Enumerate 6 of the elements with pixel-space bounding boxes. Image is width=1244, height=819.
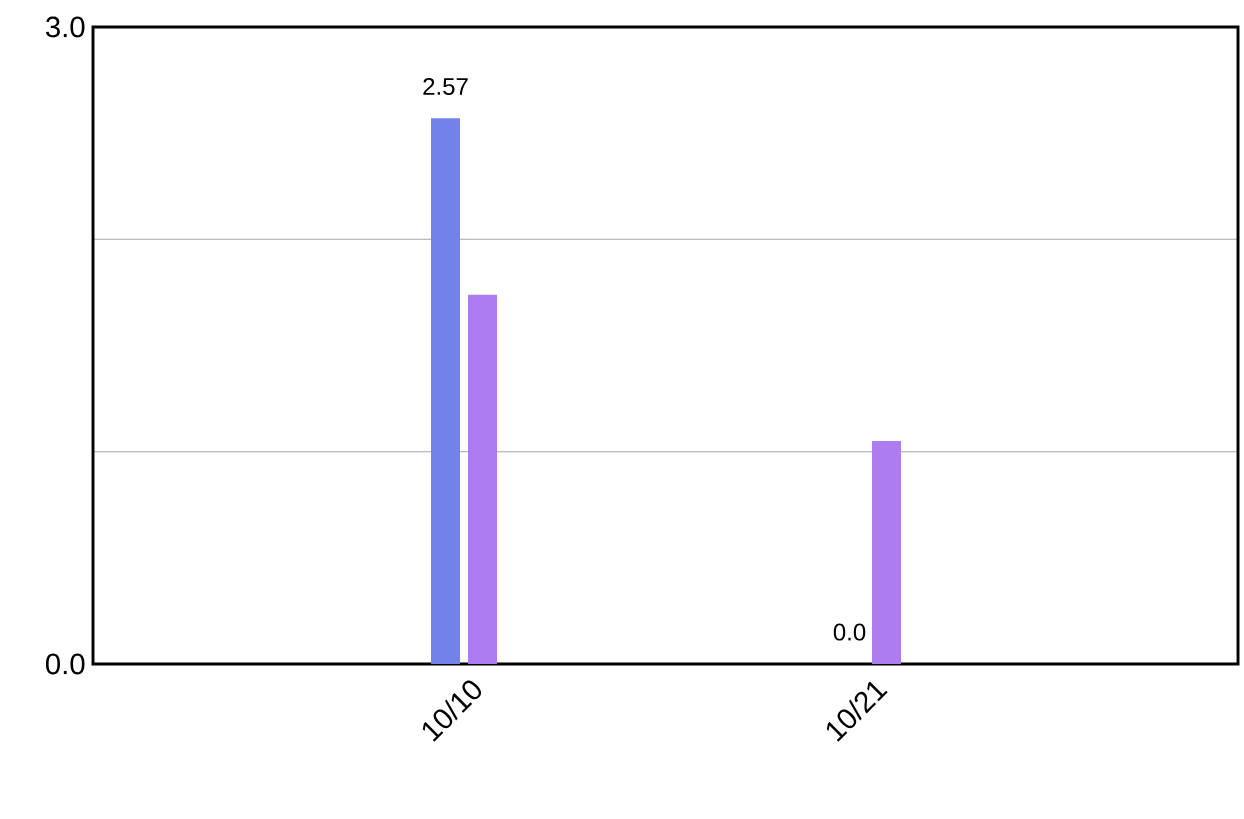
data-label: 0.0 <box>833 623 866 641</box>
bar <box>872 441 902 664</box>
y-tick-label: 3.0 <box>45 16 85 38</box>
bar <box>468 294 498 664</box>
bar <box>431 118 461 664</box>
data-label: 2.57 <box>423 77 468 95</box>
